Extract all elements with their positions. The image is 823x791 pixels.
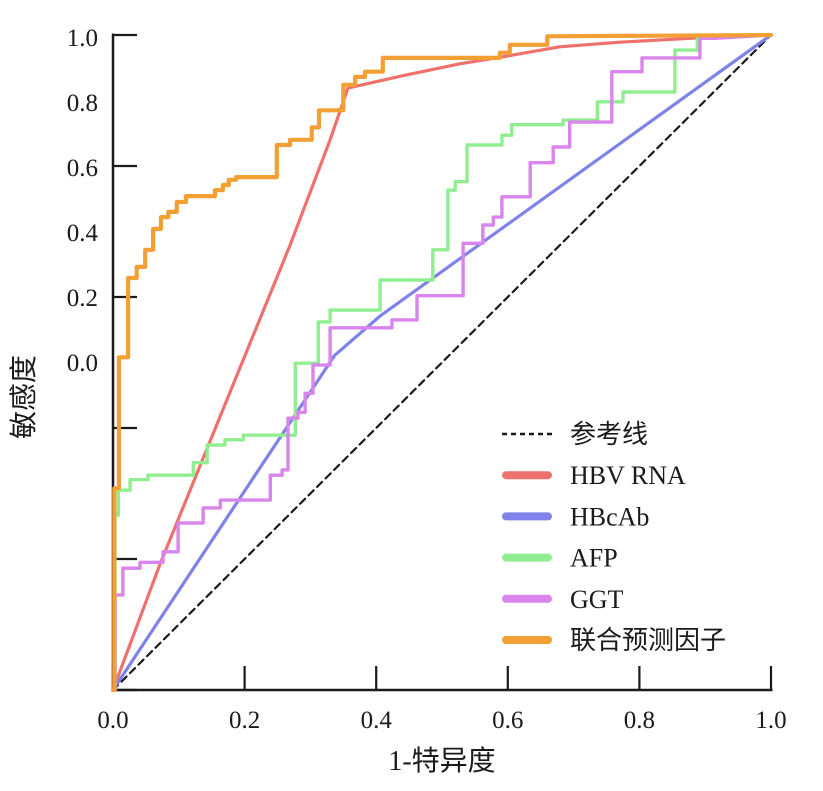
axis-tick-labels: 0.0 0.2 0.4 0.6 0.8 1.0 1.0 0.8 0.6 0.4 0.2 0.0 bbox=[67, 25, 787, 734]
axis-ticks bbox=[111, 33, 773, 692]
x-tick-label: 0.6 bbox=[492, 707, 523, 734]
legend-label-combined-predictor: 联合预测因子 bbox=[570, 626, 726, 655]
x-tick-label: 0.8 bbox=[624, 707, 655, 734]
curve-hbcab bbox=[111, 33, 773, 692]
legend-item-reference-line: 参考线 bbox=[502, 420, 648, 449]
legend-label-ggt: GGT bbox=[570, 585, 624, 614]
y-tick-label: 0.2 bbox=[67, 285, 98, 312]
x-tick-label: 1.0 bbox=[755, 707, 786, 734]
y-tick-label: 1.0 bbox=[67, 25, 98, 52]
legend-item-hbcab: HBcAb bbox=[502, 502, 649, 531]
legend-item-hbv-rna: HBV RNA bbox=[502, 461, 686, 490]
y-tick-label: 0.6 bbox=[67, 155, 98, 182]
legend-label-hbcab: HBcAb bbox=[570, 502, 649, 531]
legend: 参考线 HBV RNA HBcAb AFP GGT 联合预测因子 bbox=[502, 420, 726, 655]
roc-curves bbox=[110, 32, 774, 693]
legend-item-combined-predictor: 联合预测因子 bbox=[502, 626, 726, 655]
y-tick-label: 0.8 bbox=[67, 90, 98, 117]
x-tick-label: 0.4 bbox=[361, 707, 393, 734]
y-axis-title: 敏感度 bbox=[8, 355, 40, 439]
legend-item-ggt: GGT bbox=[502, 585, 624, 614]
curve-reference-line bbox=[111, 33, 773, 692]
legend-label-hbv-rna: HBV RNA bbox=[570, 461, 686, 490]
x-axis-title: 1-特异度 bbox=[388, 745, 495, 777]
curve-combined-predictor bbox=[110, 32, 774, 693]
x-tick-label: 0.0 bbox=[97, 707, 128, 734]
curve-afp bbox=[111, 33, 773, 692]
legend-label-reference-line: 参考线 bbox=[570, 420, 648, 449]
legend-item-afp: AFP bbox=[502, 544, 618, 573]
curve-ggt bbox=[111, 33, 773, 692]
curve-hbv-rna bbox=[111, 33, 773, 692]
x-tick-label: 0.2 bbox=[229, 707, 260, 734]
y-tick-label: 0.0 bbox=[67, 350, 98, 377]
legend-label-afp: AFP bbox=[570, 544, 618, 573]
y-tick-label: 0.4 bbox=[67, 220, 99, 247]
